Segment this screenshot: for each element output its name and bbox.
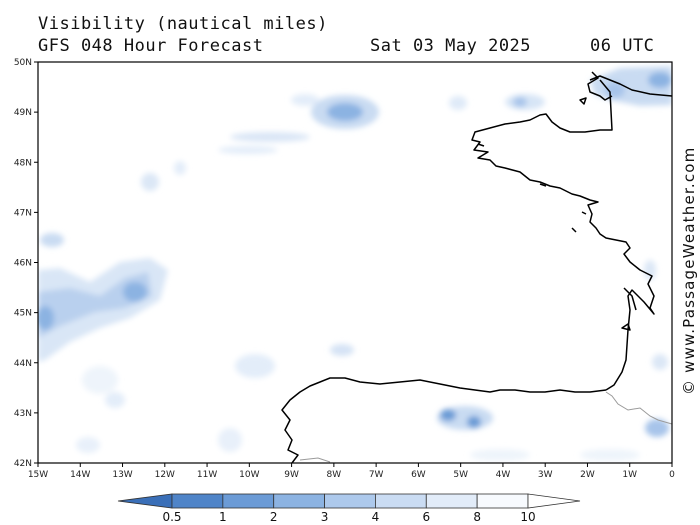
lat-tick-label: 49N bbox=[14, 108, 32, 118]
lon-tick-label: 15W bbox=[28, 470, 48, 480]
low-visibility-area bbox=[652, 354, 668, 370]
low-visibility-area bbox=[291, 94, 319, 106]
lon-tick-label: 8W bbox=[327, 470, 342, 480]
lon-tick-label: 12W bbox=[155, 470, 175, 480]
low-visibility-area bbox=[105, 392, 125, 408]
low-visibility-area bbox=[174, 161, 186, 175]
lon-tick-label: 0 bbox=[669, 470, 675, 480]
colorbar: 0.5 1 2 3 4 6 8 10 bbox=[117, 493, 581, 524]
brittany-islands bbox=[477, 143, 587, 233]
lat-tick-label: 44N bbox=[14, 359, 32, 369]
low-visibility-area bbox=[218, 146, 278, 154]
lat-tick-label: 46N bbox=[14, 259, 32, 269]
colorbar-label: 0.5 bbox=[162, 510, 181, 524]
lon-tick-label: 7W bbox=[369, 470, 384, 480]
low-visibility-area bbox=[449, 96, 467, 110]
credit-text: © www.PassageWeather.com bbox=[680, 146, 698, 395]
low-visibility-area bbox=[141, 173, 159, 191]
colorbar-segment bbox=[375, 493, 427, 509]
low-visibility-core bbox=[123, 282, 147, 302]
forecast-time: 06 UTC bbox=[590, 36, 655, 56]
low-visibility-area bbox=[218, 428, 242, 452]
colorbar-segment bbox=[222, 493, 275, 509]
low-visibility-core bbox=[467, 416, 481, 428]
country-borders bbox=[299, 391, 672, 463]
lon-tick-label: 10W bbox=[239, 470, 259, 480]
colorbar-label: 4 bbox=[372, 510, 380, 524]
low-visibility-area bbox=[513, 97, 527, 107]
coastline bbox=[281, 71, 672, 463]
france-spain-border bbox=[605, 391, 672, 425]
lon-tick-label: 2W bbox=[580, 470, 595, 480]
lat-tick-label: 48N bbox=[14, 158, 32, 168]
low-visibility-core bbox=[327, 103, 363, 121]
colorbar-segment bbox=[425, 493, 478, 509]
low-visibility-core bbox=[38, 306, 54, 330]
lon-tick-label: 11W bbox=[197, 470, 217, 480]
low-visibility-area bbox=[470, 449, 530, 461]
lon-tick-label: 1W bbox=[622, 470, 637, 480]
colorbar-segment bbox=[324, 493, 376, 509]
low-visibility-area bbox=[644, 260, 656, 280]
gironde-estuary bbox=[623, 287, 637, 311]
low-visibility-area bbox=[40, 233, 64, 247]
low-visibility-area bbox=[82, 366, 118, 394]
colorbar-label: 8 bbox=[473, 510, 481, 524]
lon-tick-label: 4W bbox=[496, 470, 511, 480]
lon-tick-label: 14W bbox=[70, 470, 90, 480]
lat-tick-label: 45N bbox=[14, 309, 32, 319]
lat-tick-label: 43N bbox=[14, 409, 32, 419]
lon-tick-label: 13W bbox=[112, 470, 132, 480]
colorbar-arrow-high bbox=[527, 493, 581, 509]
low-visibility-area bbox=[330, 344, 354, 356]
france-channel-coast bbox=[589, 75, 672, 97]
lon-tick-label: 9W bbox=[284, 470, 299, 480]
low-visibility-core bbox=[440, 409, 456, 421]
colorbar-segment bbox=[476, 493, 529, 509]
low-visibility-area bbox=[580, 449, 640, 461]
colorbar-label: 3 bbox=[321, 510, 329, 524]
low-visibility-area bbox=[230, 132, 310, 142]
lat-tick-label: 47N bbox=[14, 208, 32, 218]
colorbar-label: 1 bbox=[219, 510, 227, 524]
lat-tick-label: 42N bbox=[14, 459, 32, 469]
colorbar-segment bbox=[171, 493, 224, 509]
forecast-date: Sat 03 May 2025 bbox=[370, 36, 532, 56]
lon-tick-label: 6W bbox=[411, 470, 426, 480]
low-visibility-area bbox=[38, 272, 152, 338]
spain-portugal-border bbox=[299, 457, 331, 463]
low-visibility-area bbox=[76, 437, 100, 453]
low-visibility-area bbox=[645, 419, 669, 437]
low-visibility-area bbox=[235, 354, 275, 378]
longitude-axis: 15W 14W 13W 12W 11W 10W 9W 8W 7W 6W 5W 4W 3W 2W 1W 0 bbox=[28, 463, 675, 480]
lon-tick-label: 3W bbox=[538, 470, 553, 480]
colorbar-segment bbox=[273, 493, 325, 509]
colorbar-label: 2 bbox=[270, 510, 278, 524]
ile-oleron bbox=[621, 323, 631, 331]
colorbar-arrow-low bbox=[117, 493, 173, 509]
forecast-label: GFS 048 Hour Forecast bbox=[38, 36, 264, 56]
chart-title: Visibility (nautical miles) bbox=[38, 14, 328, 34]
jersey-island bbox=[579, 97, 587, 105]
colorbar-label: 10 bbox=[520, 510, 535, 524]
spain-coastline bbox=[281, 377, 607, 463]
colorbar-label: 6 bbox=[422, 510, 430, 524]
lat-tick-label: 50N bbox=[14, 58, 32, 68]
lon-tick-label: 5W bbox=[453, 470, 468, 480]
france-coastline bbox=[471, 71, 655, 391]
latitude-axis: 50N 49N 48N 47N 46N 45N 44N 43N 42N bbox=[14, 58, 38, 469]
low-visibility-core bbox=[648, 72, 672, 88]
visibility-shading bbox=[38, 66, 672, 461]
